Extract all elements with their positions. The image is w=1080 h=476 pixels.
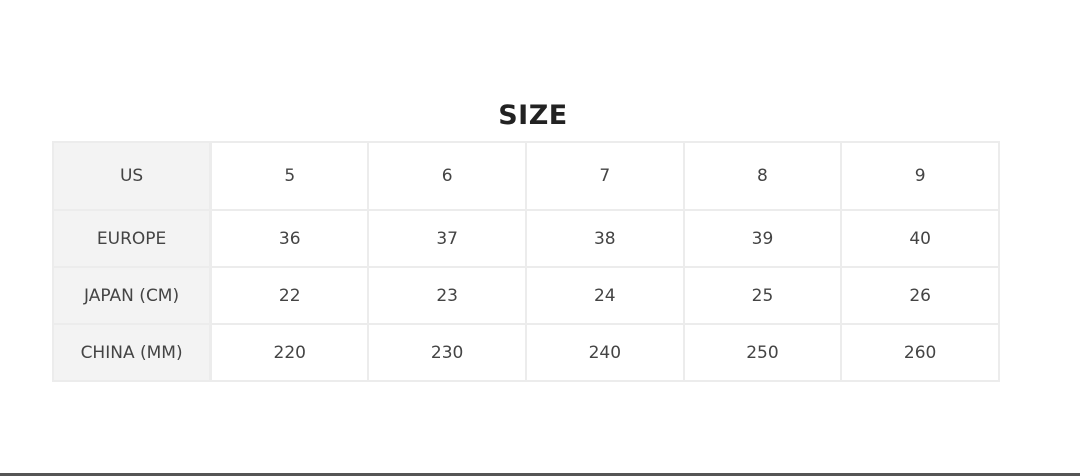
table-cell: 9 xyxy=(840,141,1000,211)
table-cell: 37 xyxy=(367,209,527,268)
size-chart-title: SIZE xyxy=(498,100,568,131)
table-cell: 8 xyxy=(682,141,843,211)
table-cell: 230 xyxy=(367,323,527,382)
table-cell: 5 xyxy=(209,141,370,211)
table-row: CHINA (MM) 220 230 240 250 260 xyxy=(52,323,1000,382)
table-cell: 250 xyxy=(682,323,843,382)
row-header: EUROPE xyxy=(52,209,213,268)
table-cell: 7 xyxy=(524,141,685,211)
row-header: US xyxy=(52,141,213,211)
table-row: EUROPE 36 37 38 39 40 xyxy=(52,209,1000,268)
table-cell: 24 xyxy=(524,266,685,325)
table-cell: 36 xyxy=(209,209,370,268)
row-header: JAPAN (CM) xyxy=(52,266,213,325)
table-cell: 240 xyxy=(524,323,685,382)
table-cell: 260 xyxy=(840,323,1000,382)
bottom-divider xyxy=(0,473,1080,476)
table-cell: 38 xyxy=(524,209,685,268)
table-cell: 22 xyxy=(209,266,370,325)
table-cell: 23 xyxy=(367,266,527,325)
table-cell: 25 xyxy=(682,266,843,325)
table-row: US 5 6 7 8 9 xyxy=(52,141,1000,211)
table-cell: 6 xyxy=(367,141,527,211)
table-cell: 39 xyxy=(682,209,843,268)
row-header: CHINA (MM) xyxy=(52,323,213,382)
table-cell: 220 xyxy=(209,323,370,382)
table-cell: 40 xyxy=(840,209,1000,268)
table-row: JAPAN (CM) 22 23 24 25 26 xyxy=(52,266,1000,325)
size-chart-table: US 5 6 7 8 9 EUROPE 36 37 38 39 40 JAPAN (CM) 22 23 24 2… xyxy=(52,141,1000,382)
table-cell: 26 xyxy=(840,266,1000,325)
